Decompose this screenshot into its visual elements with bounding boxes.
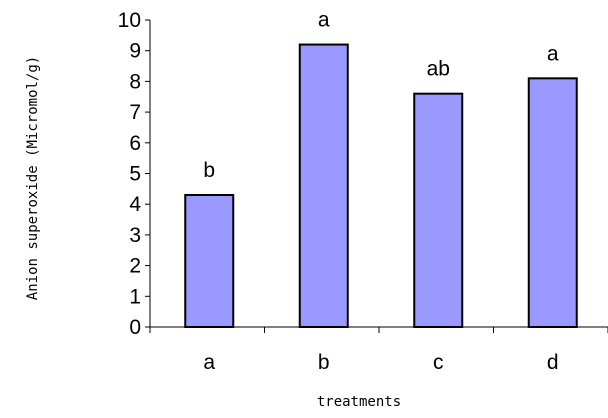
y-tick-label: 0 — [129, 316, 141, 339]
y-tick-label: 5 — [129, 163, 141, 186]
bar-significance-label: b — [203, 159, 215, 182]
x-category-label: b — [318, 351, 330, 374]
y-tick-label: 3 — [129, 224, 141, 247]
y-tick-label: 9 — [129, 40, 141, 63]
x-category-label: d — [547, 351, 559, 374]
y-tick-label: 4 — [129, 193, 141, 216]
y-tick-label: 8 — [129, 70, 141, 93]
bar-b — [298, 43, 349, 329]
y-tick-label: 1 — [129, 285, 141, 308]
x-category-label: c — [433, 351, 444, 374]
y-tick-label: 2 — [129, 255, 141, 278]
bar-c — [413, 92, 464, 329]
bar-significance-label: a — [547, 42, 559, 65]
bar-a — [184, 193, 235, 328]
bar-significance-label: ab — [427, 58, 450, 81]
bar-d — [527, 77, 578, 328]
y-axis-title: Anion superoxide (Micromol/g) — [25, 56, 41, 300]
x-axis-title: treatments — [317, 394, 401, 410]
x-category-label: a — [203, 351, 215, 374]
y-tick-label: 10 — [118, 9, 141, 32]
bars: b a ab a — [184, 9, 578, 329]
y-axis-ticks: 0 1 2 3 4 5 6 7 8 9 10 — [118, 9, 150, 339]
bar-significance-label: a — [318, 9, 330, 32]
y-tick-label: 6 — [129, 132, 141, 155]
x-axis-ticks: a b c d — [149, 327, 608, 374]
y-tick-label: 7 — [129, 101, 141, 124]
